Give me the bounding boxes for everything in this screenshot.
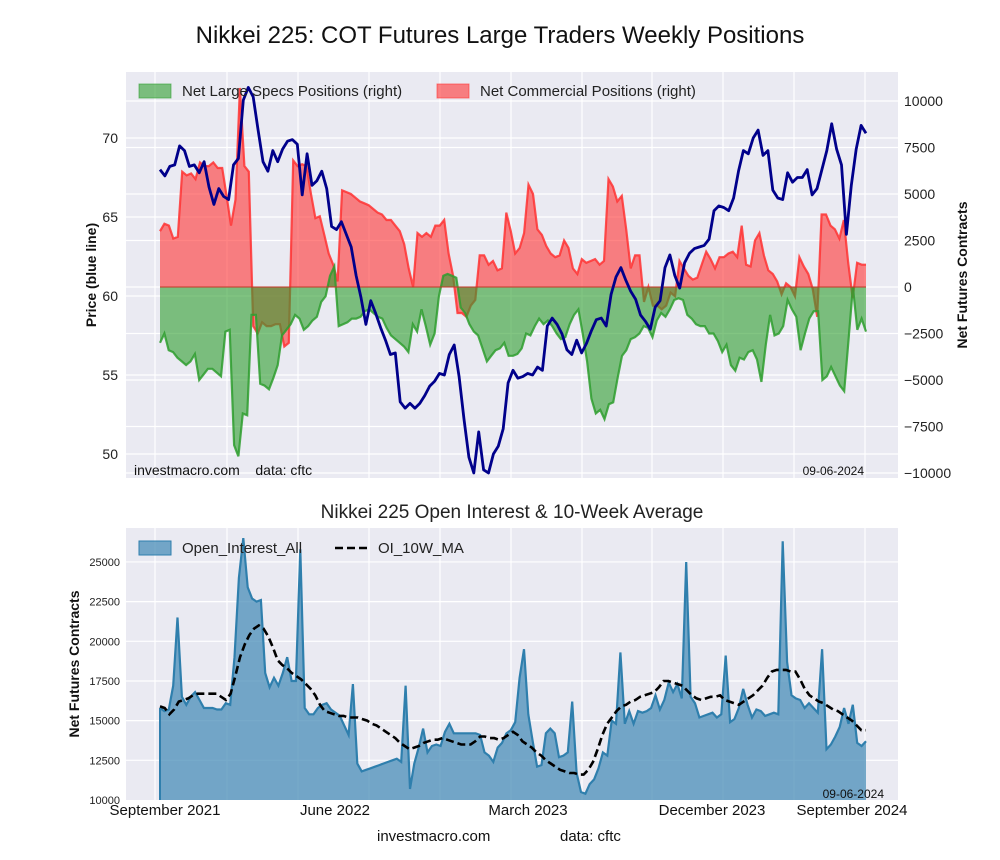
bottom-series xyxy=(159,537,867,800)
top-right-tick-label: −5000 xyxy=(904,372,944,388)
bottom-tick-label: 20000 xyxy=(89,636,120,648)
figure-title: Nikkei 225: COT Futures Large Traders We… xyxy=(195,22,805,49)
top-left-tick-label: 65 xyxy=(102,209,118,225)
top-price-series xyxy=(158,86,868,475)
bottom-watermark-date: 09-06-2024 xyxy=(823,787,885,801)
legend-label-oi: Open_Interest_All xyxy=(182,540,302,557)
top-watermark-date: 09-06-2024 xyxy=(803,464,865,478)
x-tick-label: September 2024 xyxy=(797,802,908,819)
open-interest-area xyxy=(160,538,866,800)
top-right-y-ticks: 10000 7500 5000 2500 0 −2500 −5000 −7500 −10000 xyxy=(904,93,951,481)
top-legend: Net Large Specs Positions (right) Net Co… xyxy=(138,83,696,100)
top-right-tick-label: −7500 xyxy=(904,419,944,435)
specs-line xyxy=(159,262,868,457)
top-right-tick-label: 5000 xyxy=(904,186,935,202)
top-area-series xyxy=(159,87,868,457)
x-tick-label: September 2021 xyxy=(110,802,221,819)
bottom-y-ticks: 25000 22500 20000 17500 15000 12500 10000 xyxy=(89,557,120,807)
price-line xyxy=(158,86,868,475)
bottom-tick-label: 12500 xyxy=(89,755,120,767)
top-left-y-label: Price (blue line) xyxy=(83,223,99,327)
bottom-tick-label: 15000 xyxy=(89,716,120,728)
bottom-tick-label: 10000 xyxy=(89,795,120,807)
top-left-tick-label: 70 xyxy=(102,130,118,146)
footer-data-source: data: cftc xyxy=(560,828,621,845)
bottom-panel: 25000 22500 20000 17500 15000 12500 10000 Sept… xyxy=(66,528,907,819)
top-right-tick-label: 2500 xyxy=(904,233,935,249)
legend-swatch-commercial xyxy=(436,83,470,99)
legend-swatch-oi xyxy=(138,540,172,556)
top-right-tick-label: 10000 xyxy=(904,93,943,109)
bottom-tick-label: 22500 xyxy=(89,597,120,609)
bottom-tick-label: 17500 xyxy=(89,676,120,688)
top-right-y-label: Net Futures Contracts xyxy=(954,201,970,348)
legend-label-specs: Net Large Specs Positions (right) xyxy=(182,83,402,100)
top-left-tick-label: 55 xyxy=(102,367,118,383)
x-tick-label: December 2023 xyxy=(659,802,766,819)
top-right-tick-label: 0 xyxy=(904,279,912,295)
top-left-tick-label: 50 xyxy=(102,446,118,462)
top-right-tick-label: −10000 xyxy=(904,465,951,481)
bottom-legend: Open_Interest_All OI_10W_MA xyxy=(138,540,464,557)
bottom-tick-label: 25000 xyxy=(89,557,120,569)
oi-moving-average-line xyxy=(159,623,866,776)
footer-site: investmacro.com xyxy=(377,828,491,845)
x-tick-label: June 2022 xyxy=(300,802,370,819)
top-left-tick-label: 60 xyxy=(102,288,118,304)
legend-swatch-specs xyxy=(138,83,172,99)
top-panel: 50 55 60 65 70 10000 7500 5000 2500 0 −2500 −5000 −… xyxy=(83,72,970,481)
bottom-x-ticks: September 2021 June 2022 March 2023 Decembe… xyxy=(110,802,908,819)
legend-label-ma: OI_10W_MA xyxy=(378,540,464,557)
top-right-tick-label: −2500 xyxy=(904,326,944,342)
top-watermark-source: investmacro.com data: cftc xyxy=(134,462,312,478)
x-tick-label: March 2023 xyxy=(488,802,567,819)
open-interest-line xyxy=(159,537,867,796)
top-right-tick-label: 7500 xyxy=(904,140,935,156)
specs-area xyxy=(160,266,866,457)
bottom-chart-title: Nikkei 225 Open Interest & 10-Week Avera… xyxy=(320,502,704,523)
top-left-y-ticks: 50 55 60 65 70 xyxy=(102,130,118,462)
legend-label-commercial: Net Commercial Positions (right) xyxy=(480,83,696,100)
bottom-y-label: Net Futures Contracts xyxy=(66,590,82,737)
